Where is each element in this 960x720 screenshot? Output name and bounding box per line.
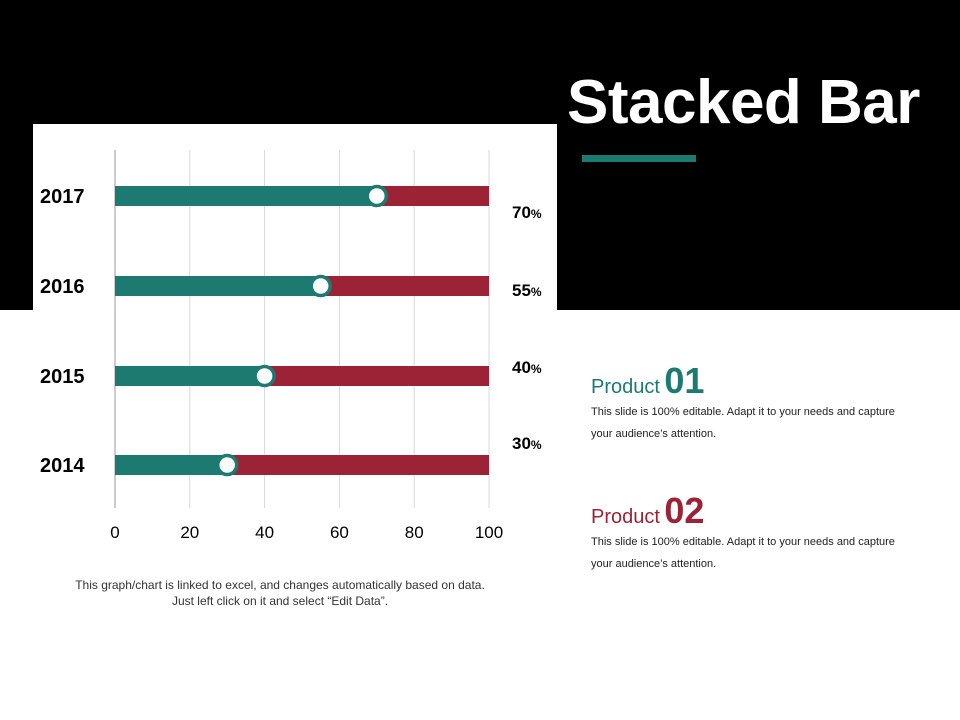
bar-segment-product-01	[115, 186, 377, 206]
product-01-number: 01	[664, 360, 705, 401]
product-02-block: Product 02 This slide is 100% editable. …	[591, 493, 921, 575]
x-tick-label: 0	[110, 523, 119, 542]
bar-segment-product-01	[115, 366, 265, 386]
bar-segment-product-02	[376, 186, 489, 206]
x-tick-label: 20	[180, 523, 199, 542]
bar-marker-dot	[309, 274, 332, 298]
percent-label: 70%	[512, 203, 542, 222]
bar-segment-product-01	[115, 276, 321, 296]
bar-marker-dot	[253, 364, 276, 388]
y-category-label: 2014	[40, 455, 85, 477]
percent-label: 30%	[512, 434, 542, 453]
x-tick-label: 40	[255, 523, 274, 542]
bar-marker-dot	[365, 184, 389, 208]
bar-segment-product-01	[115, 455, 228, 475]
x-tick-label: 100	[475, 523, 503, 542]
x-tick-label: 60	[330, 523, 349, 542]
product-02-label: Product	[591, 506, 660, 528]
product-01-block: Product 01 This slide is 100% editable. …	[591, 363, 921, 445]
bar-segment-product-02	[320, 276, 489, 296]
bar-segment-product-02	[227, 455, 489, 475]
product-02-description: This slide is 100% editable. Adapt it to…	[591, 536, 895, 570]
percent-label: 55%	[512, 281, 542, 300]
bar-marker-dot	[215, 453, 239, 477]
bar-segment-product-02	[264, 366, 489, 386]
title-underline	[582, 155, 696, 162]
x-tick-label: 80	[405, 523, 424, 542]
chart-note: This graph/chart is linked to excel, and…	[75, 578, 485, 608]
product-01-description: This slide is 100% editable. Adapt it to…	[591, 406, 895, 440]
product-01-label: Product	[591, 376, 660, 398]
slide-title: Stacked Bar	[567, 68, 920, 137]
percent-label: 40%	[512, 358, 542, 377]
product-02-number: 02	[664, 490, 705, 531]
y-category-label: 2017	[40, 186, 85, 208]
y-category-label: 2016	[40, 276, 85, 298]
y-category-label: 2015	[40, 366, 85, 388]
